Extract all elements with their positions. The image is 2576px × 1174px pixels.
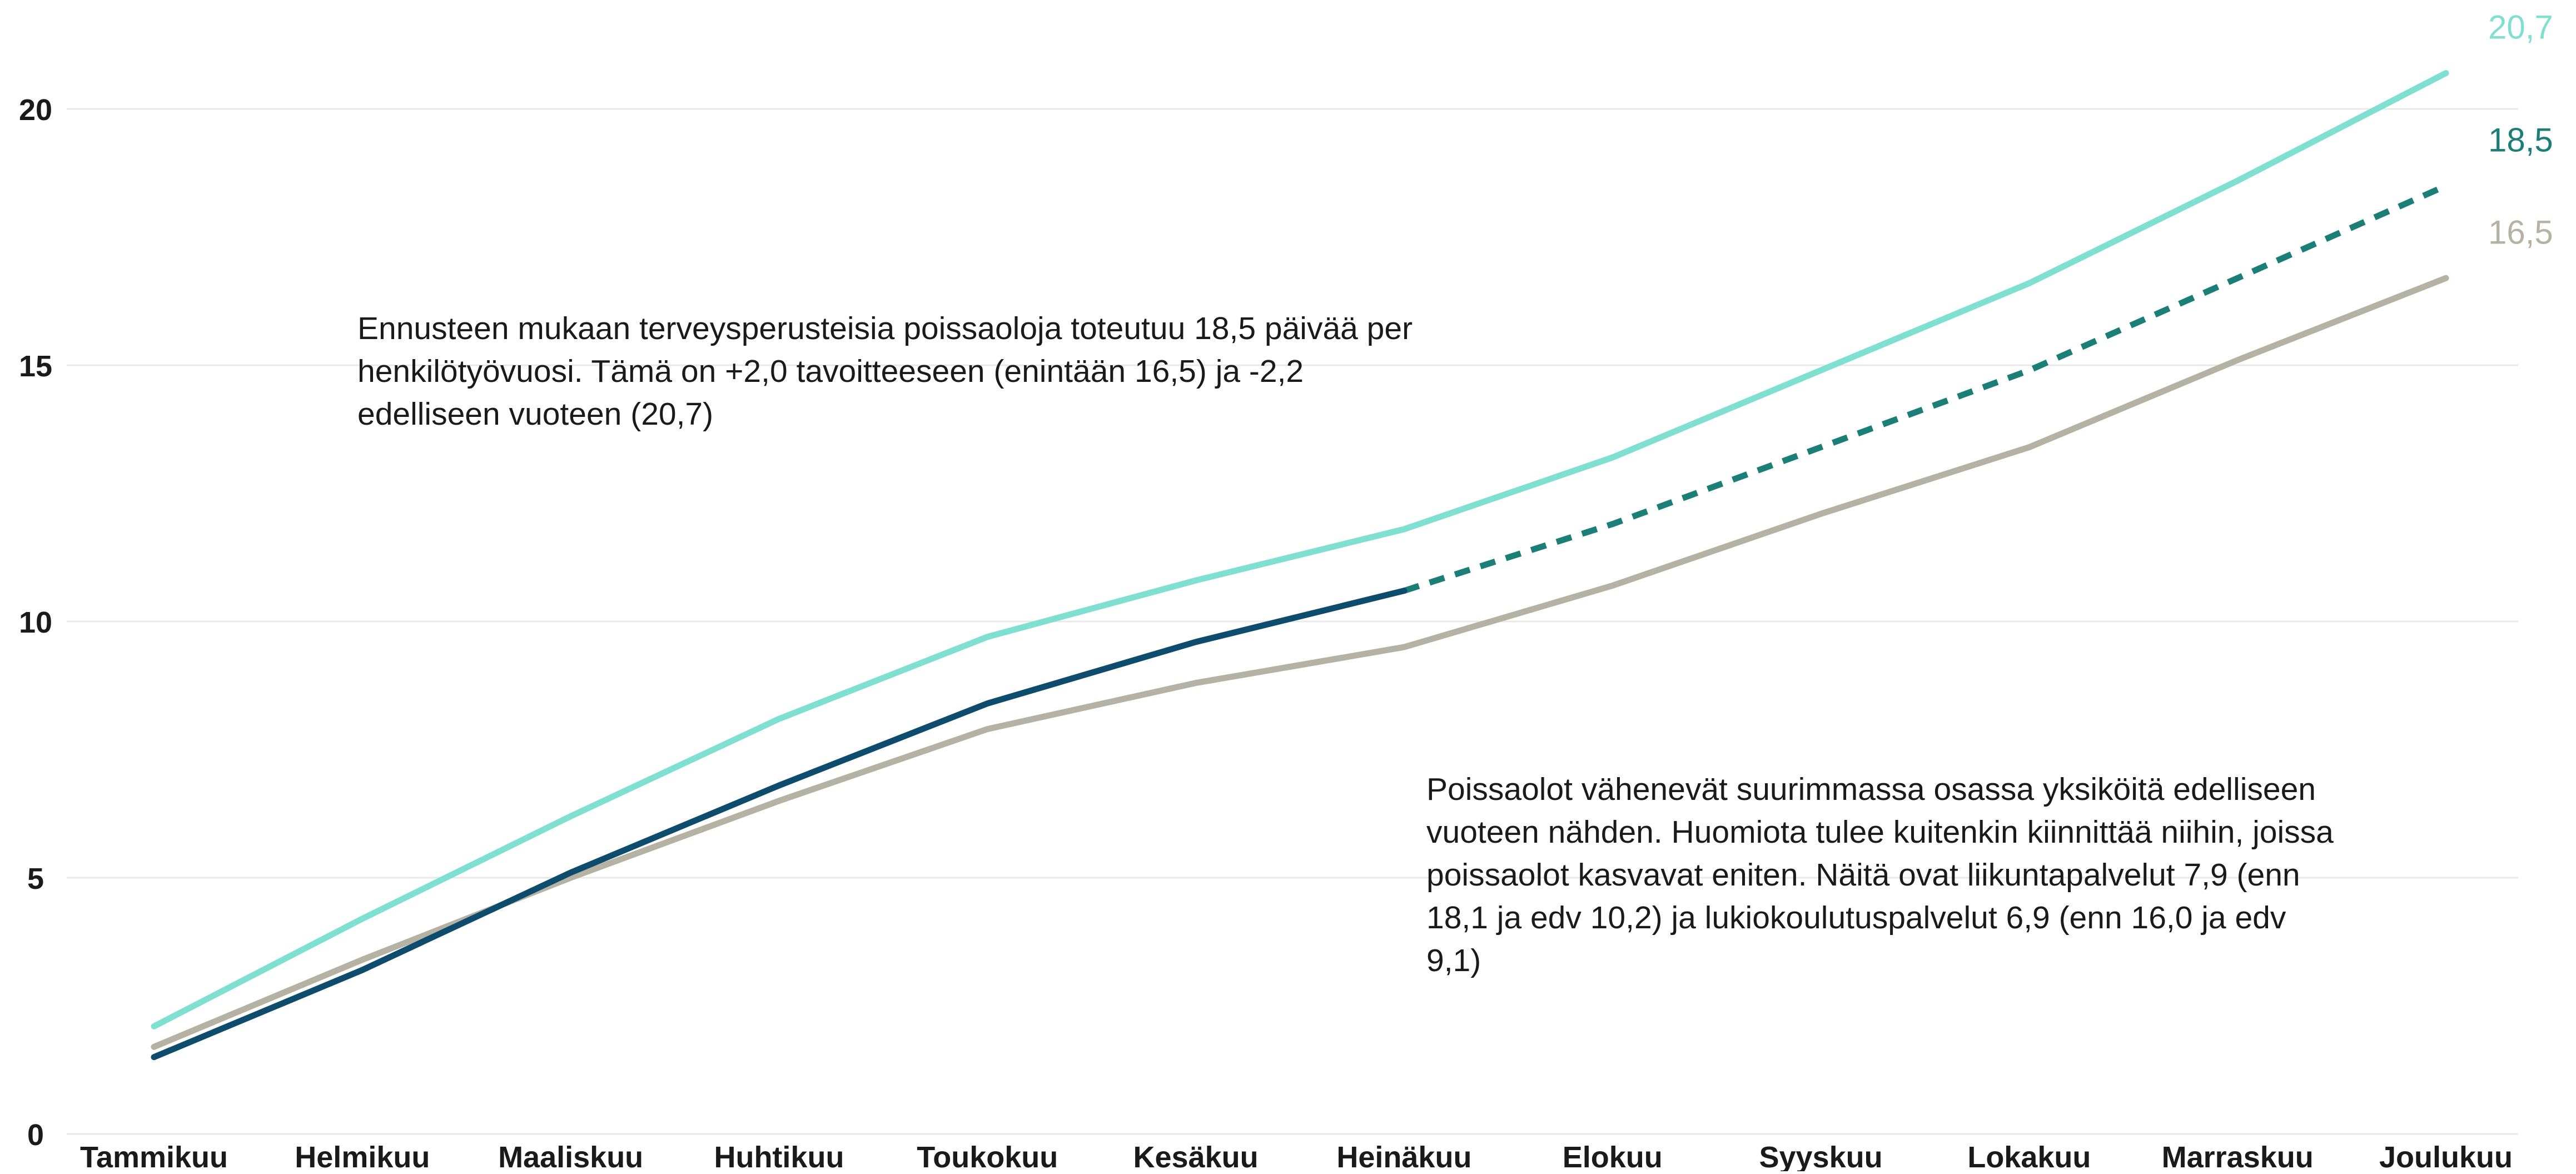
x-tick-label: Maaliskuu [498, 1141, 643, 1171]
series-lines [151, 70, 2449, 1061]
gridlines [67, 108, 2518, 1135]
end-value-labels: 20,7 18,5 16,5 [2488, 8, 2553, 251]
y-tick-label: 20 [19, 93, 52, 127]
series-line-actual [151, 588, 1408, 1061]
x-tick-label: Marraskuu [2162, 1141, 2314, 1171]
x-tick-label: Heinäkuu [1336, 1141, 1471, 1171]
x-tick-label: Elokuu [1563, 1141, 1663, 1171]
x-tick-label: Tammikuu [80, 1141, 228, 1171]
y-tick-label: 0 [27, 1118, 44, 1152]
x-tick-label: Kesäkuu [1133, 1141, 1259, 1171]
series-line-previous_year [151, 70, 2449, 1029]
y-tick-label: 5 [27, 862, 44, 896]
x-tick-label: Helmikuu [295, 1141, 430, 1171]
x-tick-label: Lokakuu [1967, 1141, 2091, 1171]
x-tick-label: Toukokuu [917, 1141, 1058, 1171]
x-axis-ticks: Tammikuu Helmikuu Maaliskuu Huhtikuu Toukoku… [80, 1141, 2513, 1174]
x-tick-label: Syyskuu [1759, 1141, 1882, 1171]
x-tick-label: Joulukuu [2379, 1141, 2513, 1171]
units-annotation: Poissaolot vähenevät suurimmassa osassa … [1426, 772, 2334, 978]
y-tick-label: 10 [19, 606, 52, 639]
forecast-annotation: Ennusteen mukaan terveysperusteisia pois… [357, 311, 1413, 432]
end-label-forecast: 18,5 [2488, 121, 2553, 158]
y-tick-label: 15 [19, 350, 52, 383]
end-label-target: 16,5 [2488, 213, 2553, 251]
x-tick-label: Huhtikuu [714, 1141, 844, 1171]
end-label-previous_year: 20,7 [2488, 8, 2553, 46]
y-axis-ticks: 0 5 10 15 20 [19, 93, 52, 1152]
